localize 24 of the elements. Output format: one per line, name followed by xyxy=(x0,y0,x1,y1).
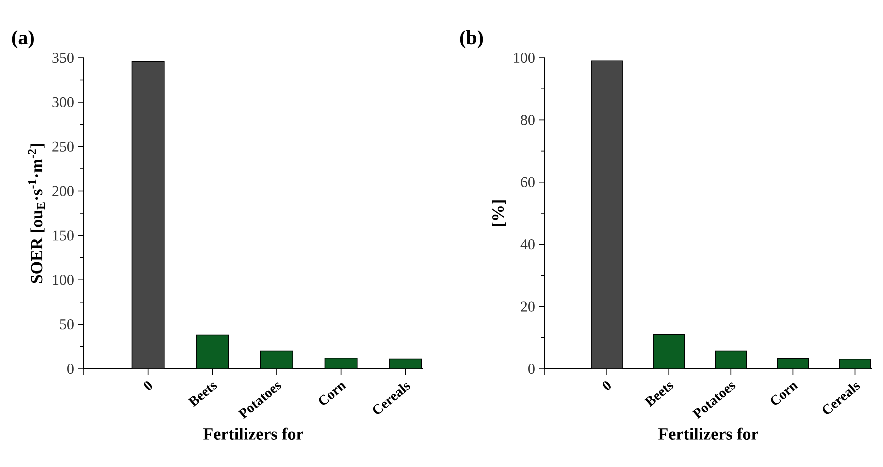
y-tick-label: 300 xyxy=(52,97,74,108)
y-tick-label: 80 xyxy=(521,115,535,126)
x-axis-title: Fertilizers for xyxy=(658,428,758,440)
x-tick-label: Corn xyxy=(771,383,799,405)
x-tick-label: 0 xyxy=(602,382,611,390)
y-tick-label: 50 xyxy=(60,320,74,330)
y-tick-label: 150 xyxy=(53,230,74,241)
y-tick-label: 100 xyxy=(53,275,74,286)
chart-title: (a) xyxy=(12,30,34,49)
y-tick-label: 20 xyxy=(521,302,535,312)
x-tick-label: 0 xyxy=(144,382,152,390)
y-axis-title: [%] xyxy=(492,200,506,226)
y-tick-label: 250 xyxy=(52,142,74,152)
y-tick-label: 60 xyxy=(521,177,535,188)
chart-title: (b) xyxy=(460,30,484,49)
x-tick-label: Corn xyxy=(319,383,347,405)
y-tick-label: 0 xyxy=(528,364,535,374)
y-tick-label: 100 xyxy=(514,52,535,64)
y-tick-label: 40 xyxy=(520,240,535,250)
y-axis-title: SOER [ou$_{E}$·s$^{-1}$·m$^{-2}$] xyxy=(28,144,46,284)
y-tick-label: 200 xyxy=(52,186,74,196)
x-axis-title: Fertilizers for xyxy=(204,428,304,440)
y-tick-label: 350 xyxy=(52,52,74,64)
y-tick-label: 0 xyxy=(68,364,74,374)
